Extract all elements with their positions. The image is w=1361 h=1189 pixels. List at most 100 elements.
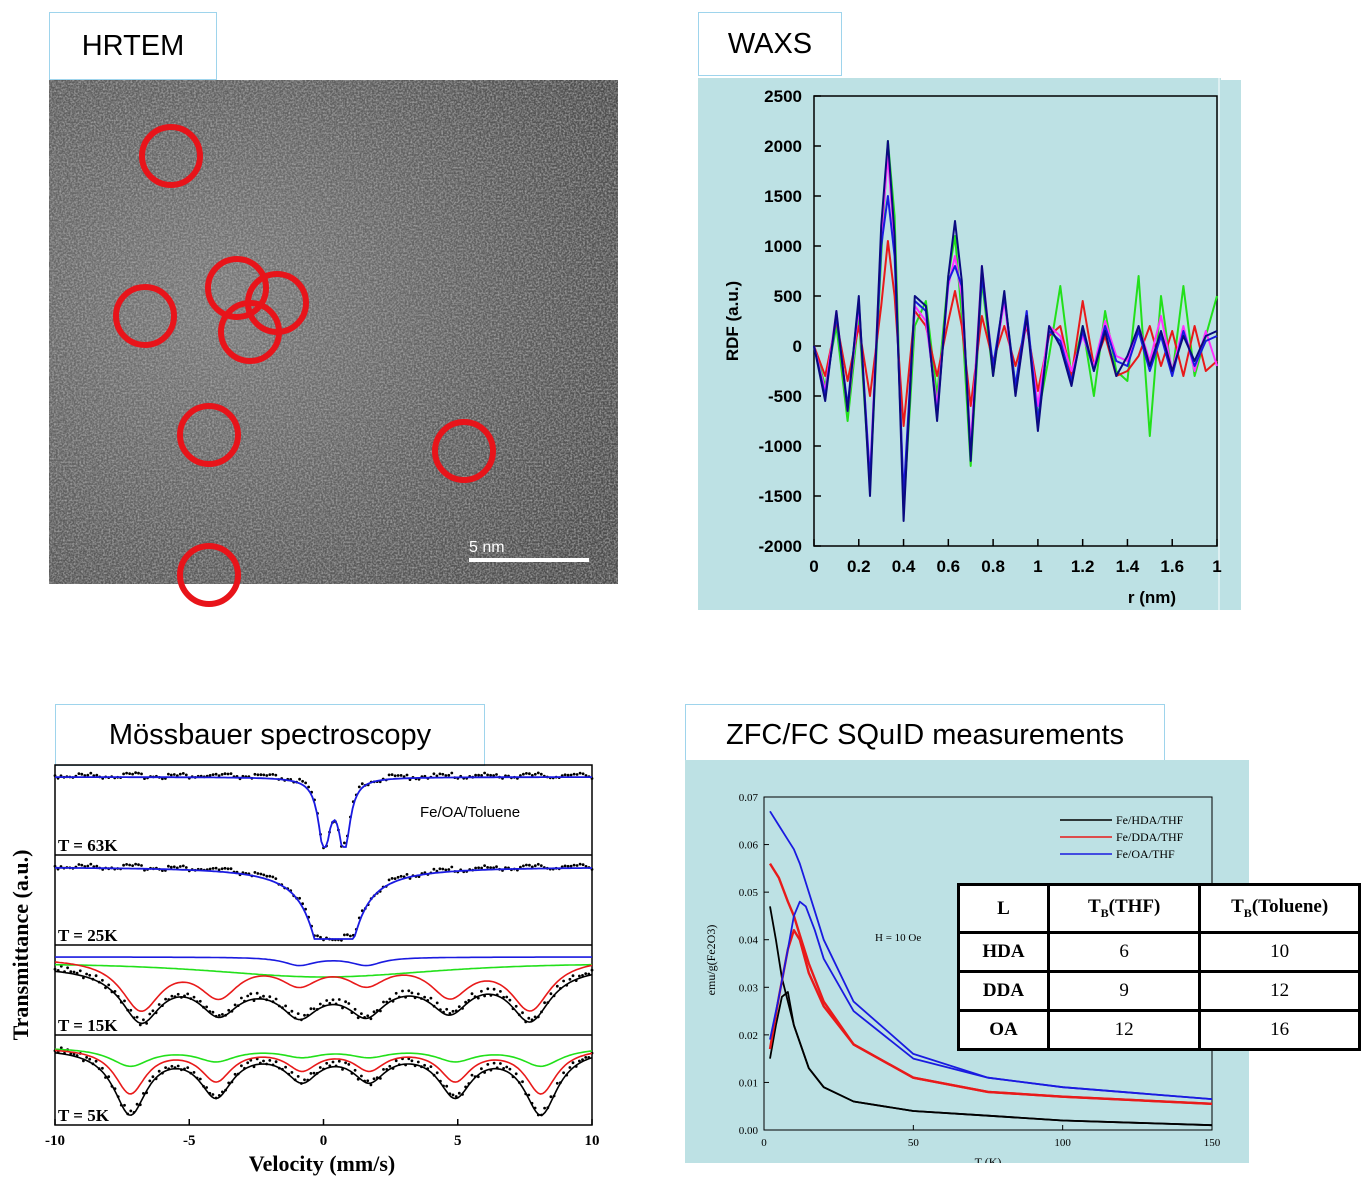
- table-row: OA 12 16: [957, 1009, 1361, 1051]
- moss-data-point: [390, 877, 394, 880]
- moss-data-point: [256, 773, 260, 777]
- moss-data-point: [142, 1018, 145, 1022]
- moss-data-point: [220, 773, 224, 776]
- moss-data-point: [492, 1061, 496, 1065]
- cell-toluene: 16: [1198, 1009, 1361, 1051]
- moss-data-point: [186, 1066, 190, 1069]
- moss-data-point: [265, 874, 269, 878]
- moss-data-point: [122, 863, 125, 867]
- moss-data-point: [151, 1009, 155, 1013]
- moss-data-point: [129, 1109, 133, 1113]
- moss-data-point: [470, 1073, 474, 1077]
- moss-data-point: [480, 989, 483, 993]
- moss-data-point: [192, 995, 196, 999]
- waxs-ytick-label: 500: [774, 287, 802, 306]
- moss-data-point: [331, 998, 335, 1002]
- moss-data-point: [249, 992, 253, 996]
- moss-data-point: [214, 772, 218, 776]
- moss-data-point: [492, 987, 496, 991]
- moss-xlabel: Velocity (mm/s): [249, 1151, 395, 1176]
- moss-data-point: [410, 991, 414, 995]
- moss-data-point: [175, 866, 179, 870]
- moss-data-point: [489, 773, 492, 777]
- moss-data-point: [175, 774, 179, 777]
- moss-data-point: [533, 864, 537, 868]
- moss-xtick-label: 10: [585, 1133, 600, 1149]
- cell-thf: 6: [1046, 931, 1202, 973]
- moss-data-point: [521, 1080, 524, 1084]
- moss-data-point: [346, 933, 349, 937]
- moss-data-point: [170, 1064, 174, 1068]
- moss-data-point: [477, 866, 480, 870]
- moss-data-point: [303, 1078, 306, 1082]
- cell-thf: 9: [1046, 970, 1202, 1012]
- moss-data-point: [176, 1064, 180, 1068]
- moss-data-point: [432, 867, 436, 871]
- moss-data-point: [477, 773, 480, 777]
- moss-data-point: [101, 1066, 104, 1070]
- moss-data-point: [240, 1064, 243, 1068]
- moss-data-point: [441, 867, 445, 871]
- moss-fit-blue: [55, 956, 592, 967]
- moss-data-point: [253, 871, 257, 874]
- moss-data-point: [268, 773, 272, 776]
- moss-data-point: [445, 1084, 449, 1088]
- moss-data-point: [77, 863, 81, 866]
- moss-data-point: [151, 1075, 155, 1079]
- moss-data-point: [492, 866, 495, 870]
- moss-data-point: [499, 990, 502, 993]
- moss-data-point: [303, 1013, 306, 1017]
- moss-data-point: [438, 772, 442, 776]
- moss-data-point: [457, 1091, 461, 1095]
- waxs-xtick-label: 1.6: [1160, 557, 1184, 576]
- moss-data-point: [343, 841, 346, 845]
- moss-data-point: [543, 1001, 546, 1005]
- moss-data-point: [214, 866, 218, 870]
- col-header-L: L: [957, 883, 1050, 934]
- moss-data-point: [393, 877, 397, 880]
- squid-legend-label: Fe/OA/THF: [1116, 847, 1175, 861]
- waxs-xtick-label: 0.8: [981, 557, 1005, 576]
- moss-data-point: [349, 934, 352, 938]
- moss-data-point: [388, 997, 392, 1001]
- moss-temp-label: T = 25K: [58, 926, 118, 945]
- moss-data-point: [85, 1056, 88, 1059]
- row-label: DDA: [957, 970, 1050, 1012]
- moss-ylabel: Transmittance (a.u.): [8, 850, 33, 1041]
- moss-data-point: [563, 773, 567, 777]
- moss-data-point: [480, 866, 483, 870]
- moss-data-point: [396, 774, 400, 777]
- moss-data-point: [450, 865, 454, 869]
- squid-xtick-label: 0: [761, 1137, 767, 1149]
- moss-data-point: [464, 1000, 467, 1004]
- moss-data-point: [316, 934, 319, 938]
- moss-data-point: [480, 1067, 483, 1071]
- moss-data-point: [181, 864, 185, 868]
- moss-data-point: [508, 1067, 512, 1071]
- moss-data-point: [578, 862, 582, 866]
- moss-data-point: [399, 874, 403, 878]
- scale-bar-label: 5 nm: [469, 539, 505, 556]
- squid-fc-blue: [769, 810, 1213, 1100]
- moss-data-point: [387, 878, 391, 882]
- moss-data-point: [262, 873, 266, 877]
- moss-data-point: [78, 969, 82, 973]
- moss-data-point: [360, 1074, 363, 1078]
- moss-data-point: [337, 998, 341, 1001]
- moss-data-point: [575, 773, 579, 776]
- moss-data-point: [530, 774, 534, 777]
- moss-data-point: [304, 781, 307, 785]
- moss-data-point: [492, 774, 495, 777]
- moss-data-point: [505, 1065, 509, 1069]
- moss-data-point: [172, 773, 176, 776]
- moss-data-point: [528, 863, 531, 867]
- moss-data-point: [445, 1007, 449, 1011]
- squid-title: ZFC/FC SQuID measurements: [685, 704, 1165, 766]
- moss-data-point: [167, 772, 170, 776]
- moss-data-point: [581, 772, 585, 776]
- moss-data-point: [337, 1059, 341, 1063]
- moss-data-point: [514, 1072, 518, 1076]
- mossbauer-title-text: Mössbauer spectroscopy: [108, 718, 432, 751]
- moss-fit-blue: [55, 866, 592, 940]
- moss-data-point: [123, 1103, 126, 1107]
